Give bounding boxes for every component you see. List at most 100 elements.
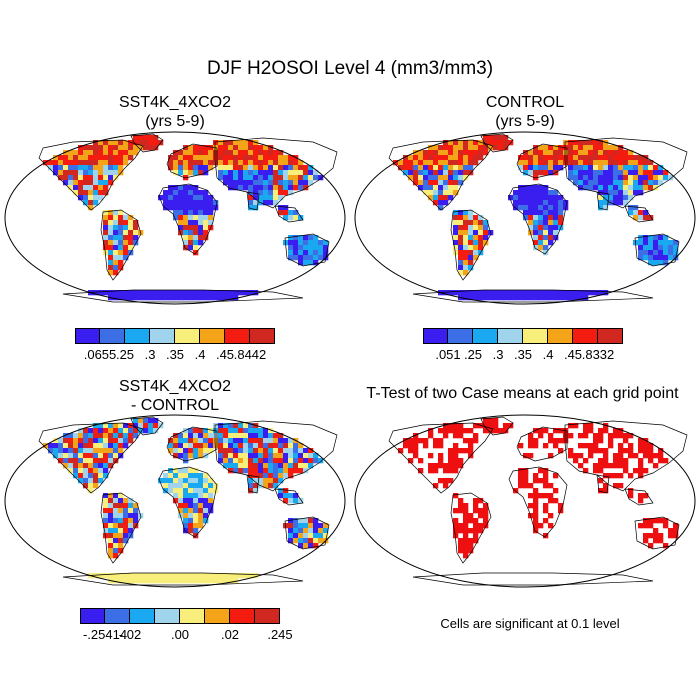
grid-cell <box>118 448 124 454</box>
grid-cell <box>523 290 529 296</box>
grid-cell <box>223 160 229 166</box>
grid-cell <box>88 453 94 459</box>
grid-cell <box>628 448 634 454</box>
grid-cell <box>578 453 584 459</box>
grid-cell <box>93 200 99 206</box>
grid-cell <box>238 468 244 474</box>
grid-cell <box>443 200 449 206</box>
grid-cell <box>213 160 219 166</box>
grid-cell <box>178 478 184 484</box>
grid-cell <box>208 200 214 206</box>
grid-cell <box>568 290 574 296</box>
grid-cell <box>68 155 74 161</box>
grid-cell <box>53 170 59 176</box>
grid-cell <box>493 428 499 434</box>
grid-cell <box>453 155 459 161</box>
grid-cell <box>618 170 624 176</box>
grid-cell <box>273 195 279 201</box>
grid-cell <box>463 250 469 256</box>
grid-cell <box>178 205 184 211</box>
grid-cell <box>108 265 114 271</box>
grid-cell <box>248 443 254 449</box>
grid-cell <box>108 220 114 226</box>
grid-cell <box>233 468 239 474</box>
grid-cell <box>558 210 564 216</box>
grid-cell <box>543 245 549 251</box>
grid-cell <box>118 245 124 251</box>
grid-cell <box>193 578 199 584</box>
grid-cell <box>283 205 289 211</box>
grid-cell <box>443 140 449 146</box>
grid-cell <box>88 468 94 474</box>
grid-cell <box>188 170 194 176</box>
grid-cell <box>118 215 124 221</box>
grid-cell <box>128 438 134 444</box>
grid-cell <box>228 453 234 459</box>
grid-cell <box>538 428 544 434</box>
grid-cell <box>48 443 54 449</box>
grid-cell <box>233 463 239 469</box>
grid-cell <box>288 528 294 534</box>
grid-cell <box>108 573 114 579</box>
grid-cell <box>543 170 549 176</box>
grid-cell <box>78 458 84 464</box>
grid-cell <box>203 578 209 584</box>
grid-cell <box>653 180 659 186</box>
grid-cell <box>568 423 574 429</box>
grid-cell <box>213 290 219 296</box>
grid-cell <box>468 150 474 156</box>
grid-cell <box>543 483 549 489</box>
grid-cell <box>573 180 579 186</box>
grid-cell <box>188 245 194 251</box>
grid-cell <box>253 205 259 211</box>
grid-cell <box>108 215 114 221</box>
grid-cell <box>468 265 474 271</box>
grid-cell <box>268 438 274 444</box>
grid-cell <box>208 205 214 211</box>
grid-cell <box>193 528 199 534</box>
grid-cell <box>223 295 229 301</box>
grid-cell <box>603 185 609 191</box>
grid-cell <box>138 135 144 141</box>
grid-cell <box>188 210 194 216</box>
grid-cell <box>193 235 199 241</box>
grid-cell <box>113 528 119 534</box>
grid-cell <box>263 463 269 469</box>
grid-cell <box>253 453 259 459</box>
grid-cell <box>593 145 599 151</box>
grid-cell <box>133 513 139 519</box>
grid-cell <box>178 185 184 191</box>
grid-cell <box>563 155 569 161</box>
grid-cell <box>108 260 114 266</box>
grid-cell <box>598 180 604 186</box>
panel-title-sst4k-line2: (yrs 5-9) <box>145 113 205 130</box>
grid-cell <box>243 443 249 449</box>
grid-cell <box>433 185 439 191</box>
grid-cell <box>163 205 169 211</box>
grid-cell <box>523 215 529 221</box>
colorbar-diff <box>80 608 280 624</box>
grid-cell <box>483 428 489 434</box>
grid-cell <box>63 160 69 166</box>
grid-cell <box>268 433 274 439</box>
grid-cell <box>63 170 69 176</box>
grid-cell <box>618 175 624 181</box>
grid-cell <box>533 230 539 236</box>
grid-cell <box>263 190 269 196</box>
grid-cell <box>568 160 574 166</box>
grid-cell <box>88 488 94 494</box>
grid-cell <box>308 255 314 261</box>
grid-cell <box>213 200 219 206</box>
grid-cell <box>218 150 224 156</box>
grid-cell <box>588 175 594 181</box>
grid-cell <box>648 160 654 166</box>
grid-cell <box>268 448 274 454</box>
grid-cell <box>523 478 529 484</box>
grid-cell <box>538 290 544 296</box>
grid-cell <box>188 165 194 171</box>
grid-cell <box>193 245 199 251</box>
grid-cell <box>168 488 174 494</box>
grid-cell <box>128 528 134 534</box>
grid-cell <box>193 250 199 256</box>
grid-cell <box>98 195 104 201</box>
